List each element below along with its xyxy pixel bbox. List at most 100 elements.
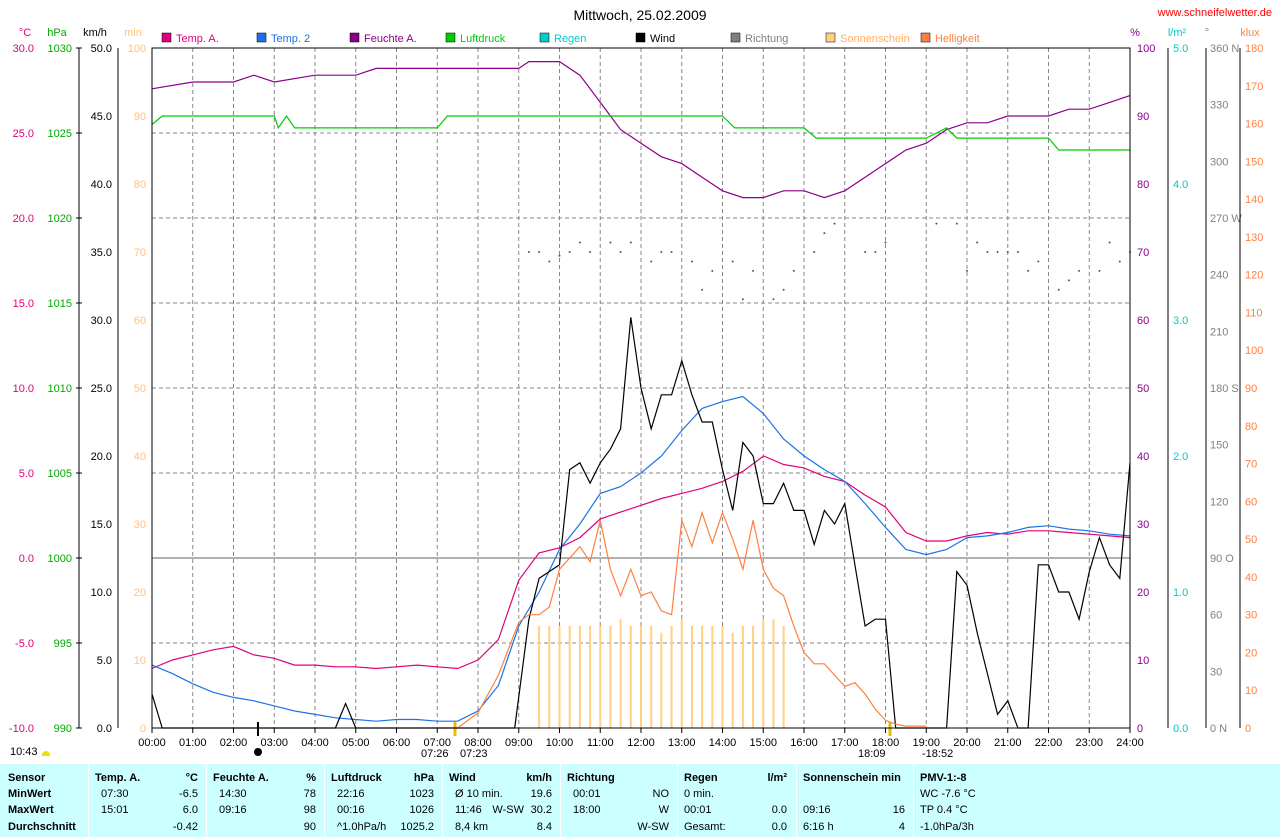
- x-axis: 00:00 01:00 02:00 03:00 04:00 05:00 06:00 07:00…: [138, 722, 1144, 760]
- direction-point: [1108, 241, 1111, 244]
- direction-point: [568, 251, 571, 253]
- humidity-axis-tick: 20: [1137, 587, 1149, 599]
- direction-point: [670, 251, 673, 253]
- sunset2-label: -18:52: [922, 748, 953, 760]
- table-cell: 14:30: [219, 788, 247, 800]
- brightness-axis-tick: 60: [1245, 496, 1257, 508]
- table-cell: TP 0.4 °C: [920, 804, 968, 816]
- brightness-axis-tick: 70: [1245, 459, 1257, 471]
- axis-unit: %: [1130, 27, 1140, 39]
- table-cell: W: [658, 804, 669, 816]
- x-tick-label: 05:00: [342, 737, 370, 749]
- brightness-axis-tick: 50: [1245, 534, 1257, 546]
- sunshine-axis-tick: 10: [134, 655, 146, 667]
- temp-axis-tick: 0.0: [19, 553, 34, 565]
- pressure-axis-tick: 1025: [48, 128, 72, 140]
- direction-point: [609, 241, 612, 244]
- sunset-label: 18:09: [858, 748, 886, 760]
- wind-axis-tick: 50.0: [91, 43, 112, 55]
- table-cell: 8,4 km: [455, 821, 489, 833]
- current-time: 10:43: [10, 746, 50, 758]
- direction-point: [935, 222, 938, 225]
- direction-point: [548, 260, 551, 263]
- table-cell: 11:46: [455, 804, 482, 816]
- legend-swatch: [539, 32, 550, 43]
- humidity-axis-tick: 40: [1137, 451, 1149, 463]
- table-header-unit: °C: [185, 772, 198, 784]
- table-separator: [206, 764, 207, 837]
- legend-label: Luftdruck: [460, 33, 506, 45]
- x-tick-label: 22:00: [1035, 737, 1063, 749]
- brightness-axis-tick: 140: [1245, 194, 1263, 206]
- direction-point: [578, 241, 581, 244]
- direction-point: [527, 251, 530, 253]
- direction-point: [629, 241, 632, 244]
- humidity-axis-tick: 50: [1137, 383, 1149, 395]
- direction-axis-tick: 180 S: [1210, 383, 1239, 395]
- table-cell: 00:01: [573, 788, 601, 800]
- x-tick-label: 18:00: [872, 737, 900, 749]
- axis-unit: hPa: [47, 27, 67, 39]
- table-header: PMV-1:-8: [920, 772, 967, 784]
- table-separator: [88, 764, 89, 837]
- direction-axis-tick: 270 W: [1210, 213, 1242, 225]
- legend-item: Sonnenschein: [825, 32, 910, 45]
- legend-label: Temp. 2: [271, 33, 310, 45]
- wind-axis-tick: 20.0: [91, 451, 112, 463]
- direction-axis-tick: 240: [1210, 270, 1228, 282]
- wind-axis-tick: 30.0: [91, 315, 112, 327]
- feuchte-a-line: [151, 61, 1131, 199]
- legend-item: Helligkeit: [920, 32, 980, 45]
- x-tick-label: 07:00: [423, 737, 451, 749]
- direction-point: [690, 260, 693, 263]
- brightness-axis-tick: 10: [1245, 685, 1257, 697]
- direction-point: [660, 251, 663, 253]
- direction-point: [741, 298, 744, 301]
- table-cell: 0 min.: [684, 788, 714, 800]
- pressure-axis-tick: 1030: [48, 43, 72, 55]
- direction-point: [966, 269, 968, 272]
- axis-unit: °C: [19, 27, 31, 39]
- legend-label: Sonnenschein: [840, 33, 910, 45]
- sunshine-axis-tick: 100: [128, 43, 146, 55]
- table-cell: W-SW: [637, 821, 669, 833]
- direction-point: [884, 241, 887, 244]
- table-header: Luftdruck: [331, 772, 382, 784]
- table-cell: NO: [652, 788, 670, 800]
- pressure-axis-tick: 1005: [48, 468, 72, 480]
- table-cell: -1.0hPa/3h: [920, 821, 974, 833]
- table-header: Richtung: [567, 772, 615, 784]
- table-header: Sensor: [8, 772, 46, 784]
- pressure-axis-tick: 995: [54, 638, 72, 650]
- table-header-unit: km/h: [526, 772, 552, 784]
- brightness-axis-tick: 170: [1245, 81, 1263, 93]
- x-tick-label: 00:00: [138, 737, 166, 749]
- table-cell: 0.0: [771, 804, 787, 816]
- pressure-axis-tick: 1010: [48, 383, 72, 395]
- humidity-axis-tick: 100: [1137, 43, 1155, 55]
- x-tick-label: 20:00: [953, 737, 981, 749]
- direction-point: [996, 251, 999, 253]
- direction-axis-tick: 30: [1210, 666, 1222, 678]
- direction-axis-tick: 0 N: [1210, 723, 1227, 735]
- legend-swatch: [445, 32, 456, 43]
- grid: [152, 48, 1130, 728]
- legend-item: Luftdruck: [445, 32, 506, 45]
- table-separator: [442, 764, 443, 837]
- x-tick-label: 15:00: [749, 737, 777, 749]
- direction-point: [1016, 251, 1019, 253]
- direction-point: [1118, 260, 1121, 263]
- x-tick-label: 03:00: [260, 737, 288, 749]
- sunshine-axis-tick: 60: [134, 315, 146, 327]
- table-cell: 09:16: [219, 804, 247, 816]
- table-cell: 8.4: [536, 821, 552, 833]
- direction-axis-tick: 210: [1210, 326, 1228, 338]
- table-cell: Gesamt:: [684, 821, 726, 833]
- brightness-axis-tick: 110: [1245, 307, 1263, 319]
- humidity-axis-tick: 0: [1137, 723, 1143, 735]
- rain-axis-tick: 0.0: [1173, 723, 1188, 735]
- luftdruck-line: [151, 114, 1130, 151]
- axis-unit: l/m²: [1168, 27, 1187, 39]
- direction-point: [792, 269, 795, 272]
- axis-unit: km/h: [83, 27, 107, 39]
